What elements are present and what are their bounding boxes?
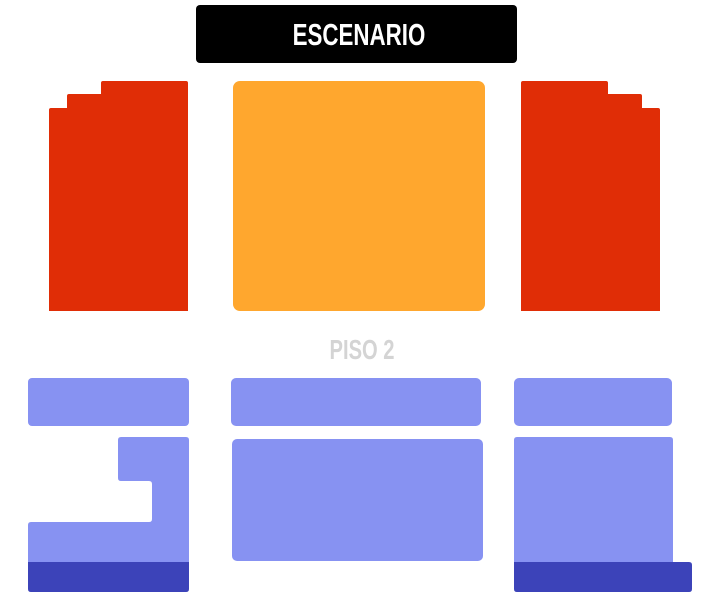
section-floor2-left-bottom[interactable] [28,437,189,562]
section-front-right[interactable] [521,81,660,311]
section-front-left[interactable] [49,81,188,311]
section-floor2-center-bottom[interactable] [232,439,483,561]
section-floor2-right-top[interactable] [514,378,672,426]
stage: ESCENARIO [196,5,517,63]
section-floor2-left-back[interactable] [28,562,189,592]
section-floor2-right-back[interactable] [514,562,692,592]
stage-box [196,5,517,63]
section-floor2-right-bottom[interactable] [514,437,673,562]
section-floor2-left-top[interactable] [28,378,189,426]
stage-label: ESCENARIO [293,17,426,51]
section-floor2-center-top[interactable] [231,378,481,426]
floor2-label: PISO 2 [330,335,395,366]
section-front-center[interactable] [233,81,485,311]
